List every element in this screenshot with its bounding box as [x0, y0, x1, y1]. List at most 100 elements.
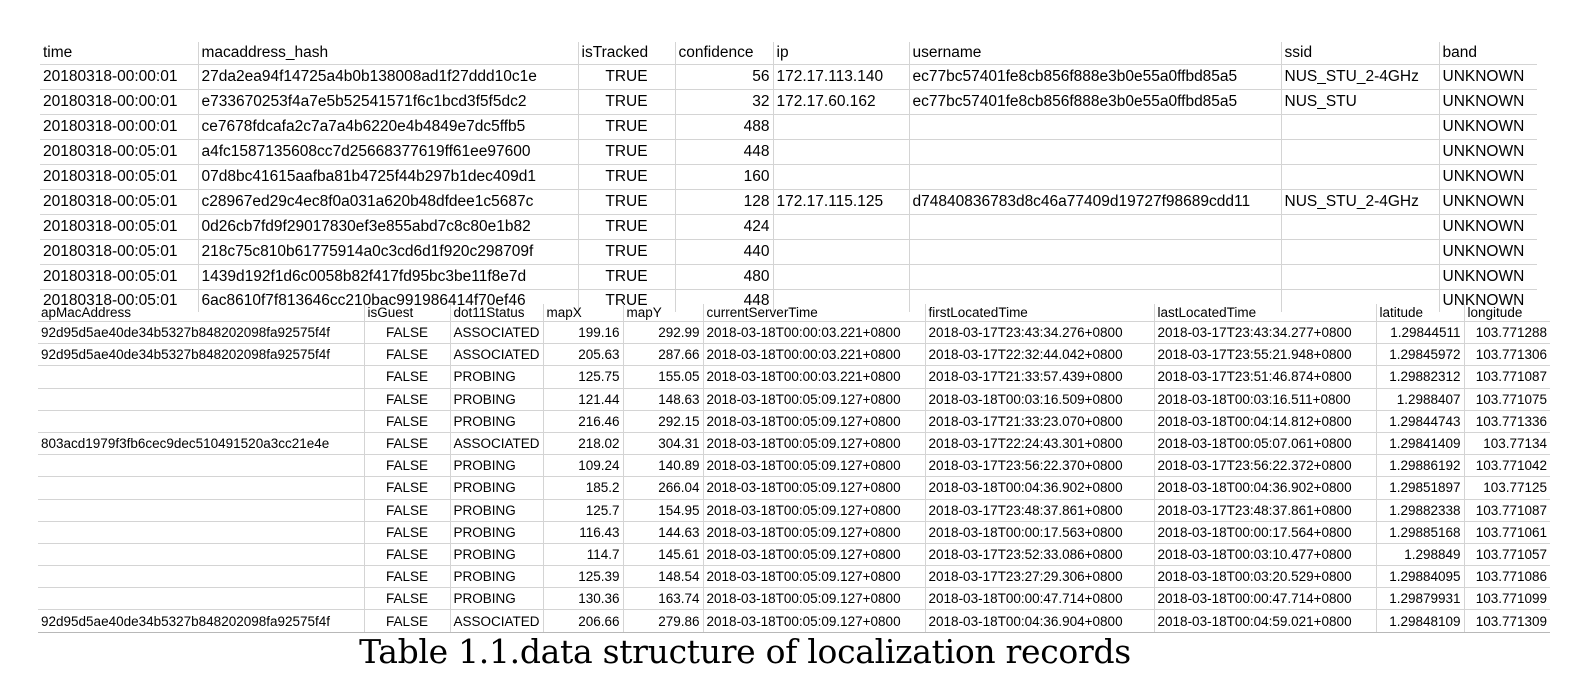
table-cell: 1.29882338 — [1376, 499, 1465, 522]
table-cell: 2018-03-17T23:27:29.306+0800 — [925, 565, 1155, 589]
table-cell: 1.29885168 — [1376, 521, 1465, 544]
table-cell: 114.7 — [543, 543, 624, 567]
table-cell — [38, 587, 365, 611]
table-cell: 154.95 — [623, 499, 704, 522]
table-cell: 0d26cb7fd9f29017830ef3e855abd7c8c80e1b82 — [198, 214, 579, 240]
table-cell: 1.29882312 — [1376, 365, 1465, 389]
table-cell: PROBING — [450, 499, 544, 522]
table-cell — [773, 214, 910, 240]
table-cell: 172.17.115.125 — [773, 189, 910, 215]
table-cell: 125.39 — [543, 565, 624, 589]
table-cell: PROBING — [450, 521, 544, 544]
table-cell: PROBING — [450, 565, 544, 589]
table-cell — [38, 388, 365, 411]
table-cell: 148.63 — [623, 388, 704, 411]
table-cell: 20180318-00:05:01 — [40, 239, 199, 265]
table-cell: 2018-03-18T00:00:03.221+0800 — [703, 365, 926, 389]
table-cell: FALSE — [364, 343, 451, 367]
table-cell: 2018-03-18T00:04:14.812+0800 — [1154, 410, 1377, 433]
table-cell — [773, 239, 910, 265]
table-cell: PROBING — [450, 476, 544, 500]
table-cell: 92d95d5ae40de34b5327b848202098fa92575f4f — [38, 321, 365, 345]
table-cell: TRUE — [578, 239, 676, 265]
table-cell: 20180318-00:00:01 — [40, 89, 199, 115]
column-header: dot11Status — [450, 304, 544, 322]
table-cell: 2018-03-18T00:05:09.127+0800 — [703, 454, 926, 478]
table-cell — [1281, 139, 1440, 165]
table-cell: TRUE — [578, 114, 676, 140]
table-cell: ec77bc57401fe8cb856f888e3b0e55a0ffbd85a5 — [909, 89, 1282, 115]
table-cell: 2018-03-17T22:32:44.042+0800 — [925, 343, 1155, 367]
table-cell: 2018-03-18T00:05:09.127+0800 — [703, 476, 926, 500]
table-row: FALSE PROBING 109.24 140.89 2018-03-18T00:05… — [38, 454, 1551, 478]
table-cell: 205.63 — [543, 343, 624, 367]
table-cell: 32 — [675, 89, 774, 115]
table-cell: 1.29844743 — [1376, 410, 1465, 433]
table-cell — [909, 139, 1282, 165]
table-row: FALSE PROBING 125.39 148.54 2018-03-18T00:05… — [38, 565, 1551, 589]
table-cell — [38, 476, 365, 500]
table-cell: 2018-03-17T23:48:37.861+0800 — [1154, 499, 1377, 522]
table-cell — [773, 164, 910, 190]
table-cell: UNKNOWN — [1439, 64, 1537, 90]
column-header: mapX — [543, 304, 624, 322]
table-cell: 103.77125 — [1464, 476, 1551, 500]
table-cell: 92d95d5ae40de34b5327b848202098fa92575f4f — [38, 609, 365, 633]
table-cell: 103.771087 — [1464, 499, 1551, 522]
table-cell: 2018-03-17T23:51:46.874+0800 — [1154, 365, 1377, 389]
table-cell: 2018-03-18T00:05:09.127+0800 — [703, 410, 926, 433]
table-cell: 2018-03-18T00:05:09.127+0800 — [703, 565, 926, 589]
table-cell: 2018-03-18T00:04:36.904+0800 — [925, 609, 1155, 633]
table-row: 20180318-00:05:01 c28967ed29c4ec8f0a031a6… — [40, 189, 1537, 215]
table-cell — [38, 454, 365, 478]
table-cell: 160 — [675, 164, 774, 190]
table-cell: 292.99 — [623, 321, 704, 345]
table-cell: 2018-03-18T00:00:03.221+0800 — [703, 321, 926, 345]
table-cell: 2018-03-18T00:00:17.563+0800 — [925, 521, 1155, 544]
table-cell: ASSOCIATED — [450, 432, 544, 456]
column-header: latitude — [1376, 304, 1465, 322]
table-cell: 206.66 — [543, 609, 624, 633]
table-cell — [1281, 264, 1440, 290]
table-cell: 20180318-00:05:01 — [40, 214, 199, 240]
table-row: 20180318-00:00:01 ce7678fdcafa2c7a7a4b622… — [40, 114, 1537, 140]
table-cell: FALSE — [364, 454, 451, 478]
table-row: FALSE PROBING 130.36 163.74 2018-03-18T00:05… — [38, 587, 1551, 611]
column-header: macaddress_hash — [198, 42, 579, 65]
table-cell: 2018-03-18T00:05:07.061+0800 — [1154, 432, 1377, 456]
table-cell: 803acd1979f3fb6cec9dec510491520a3cc21e4e — [38, 432, 365, 456]
table-cell: FALSE — [364, 499, 451, 522]
column-header: ip — [773, 42, 910, 65]
table-caption: Table 1.1.data structure of localization… — [359, 632, 1131, 671]
table-cell: 27da2ea94f14725a4b0b138008ad1f27ddd10c1e — [198, 64, 579, 90]
table-cell: 287.66 — [623, 343, 704, 367]
column-header: username — [909, 42, 1282, 65]
table-cell — [38, 410, 365, 433]
table-cell: 199.16 — [543, 321, 624, 345]
table-cell: 292.15 — [623, 410, 704, 433]
table-cell: 155.05 — [623, 365, 704, 389]
table-cell: 2018-03-17T21:33:23.070+0800 — [925, 410, 1155, 433]
table-cell: 304.31 — [623, 432, 704, 456]
table-row: FALSE PROBING 114.7 145.61 2018-03-18T00:05:… — [38, 543, 1551, 567]
table-cell: a4fc1587135608cc7d25668377619ff61ee97600 — [198, 139, 579, 165]
table-row: 803acd1979f3fb6cec9dec510491520a3cc21e4e… — [38, 432, 1551, 456]
table-cell: 2018-03-18T00:05:09.127+0800 — [703, 499, 926, 522]
table-cell: FALSE — [364, 365, 451, 389]
table-cell: 218c75c810b61775914a0c3cd6d1f920c298709f — [198, 239, 579, 265]
table-cell: UNKNOWN — [1439, 264, 1537, 290]
table-cell: 145.61 — [623, 543, 704, 567]
table-cell: 103.771057 — [1464, 543, 1551, 567]
table-cell: 2018-03-17T23:56:22.372+0800 — [1154, 454, 1377, 478]
table-cell: 2018-03-18T00:04:36.902+0800 — [1154, 476, 1377, 500]
table-cell: 218.02 — [543, 432, 624, 456]
table-cell: 2018-03-18T00:05:09.127+0800 — [703, 609, 926, 633]
table-cell: 1.298849 — [1376, 543, 1465, 567]
table-cell: FALSE — [364, 543, 451, 567]
column-header: lastLocatedTime — [1154, 304, 1377, 322]
table-cell: 2018-03-17T22:24:43.301+0800 — [925, 432, 1155, 456]
table-cell: 1.29848109 — [1376, 609, 1465, 633]
table-cell: 130.36 — [543, 587, 624, 611]
column-header: mapY — [623, 304, 704, 322]
table-cell: TRUE — [578, 89, 676, 115]
